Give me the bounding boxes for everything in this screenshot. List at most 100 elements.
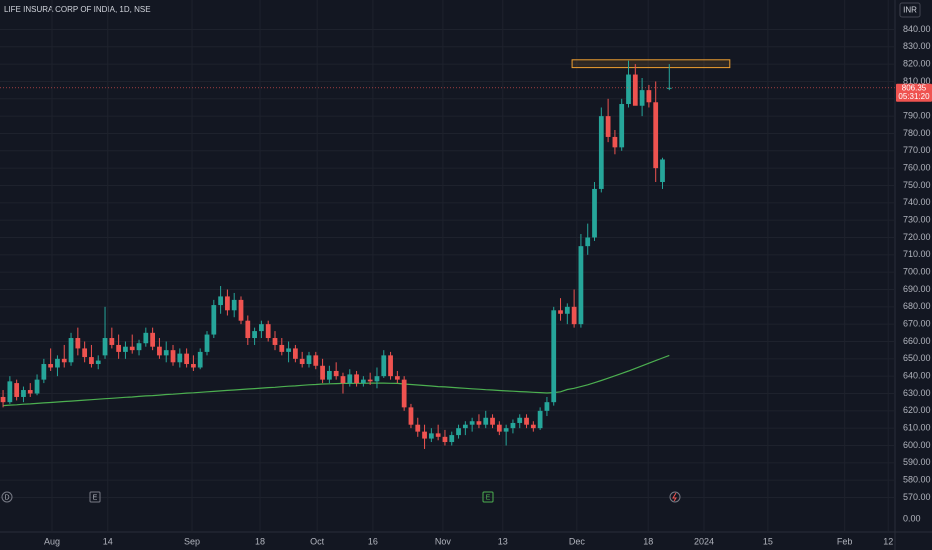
candle-body: [34, 379, 40, 394]
candle-body: [95, 360, 101, 365]
candle-body: [456, 428, 461, 436]
candle-body: [626, 74, 631, 105]
candle-body: [204, 334, 210, 352]
y-tick-label: 720.00: [903, 232, 931, 242]
candle-body: [408, 407, 414, 425]
candle-body: [598, 116, 604, 189]
candle-body: [116, 344, 122, 352]
candle-body: [313, 355, 319, 366]
candle-body: [537, 410, 543, 429]
symbol-title: LIFE INSURA CORP OF INDIA, 1D, NSE: [4, 5, 151, 14]
x-tick-label: Aug: [44, 536, 60, 546]
x-tick-label: 2024: [694, 536, 714, 546]
news-marker[interactable]: [669, 491, 681, 503]
candle-body: [102, 338, 108, 356]
candle-body: [170, 350, 176, 363]
candle-body: [136, 343, 142, 351]
x-tick-label: Oct: [310, 536, 325, 546]
candle-body: [326, 370, 332, 380]
candle-body: [7, 381, 13, 403]
earnings-marker[interactable]: [89, 491, 101, 503]
x-tick-label: 18: [255, 536, 265, 546]
candle-body: [333, 370, 339, 377]
lightning-icon[interactable]: [672, 492, 677, 502]
y-tick-label: 640.00: [903, 371, 931, 381]
x-tick-label: Sep: [184, 536, 200, 546]
y-tick-label: 840.00: [903, 24, 931, 34]
y-tick-label: 580.00: [903, 475, 931, 485]
last-price-label: 806.35: [902, 83, 927, 92]
event-label[interactable]: E: [93, 494, 98, 501]
candle-body: [639, 90, 645, 106]
candle-body: [476, 421, 482, 425]
y-tick-label: 760.00: [903, 163, 931, 173]
candle-body: [129, 346, 135, 351]
y-tick-label: 630.00: [903, 388, 931, 398]
candle-body: [320, 365, 325, 380]
candle-body: [551, 310, 557, 403]
candle-body: [68, 338, 74, 363]
candle-body: [82, 348, 88, 358]
x-tick-label: 18: [643, 536, 653, 546]
candle-body: [571, 306, 577, 325]
candle-body: [632, 74, 638, 106]
candle-body: [367, 379, 373, 382]
candle-body: [585, 237, 591, 247]
y-tick-label: 690.00: [903, 284, 931, 294]
x-tick-label: 12: [883, 536, 893, 546]
candle-body: [394, 376, 400, 380]
candle-body: [490, 417, 495, 425]
candle-body: [21, 390, 26, 397]
event-label[interactable]: D: [4, 494, 9, 501]
candle-body: [211, 305, 217, 335]
x-tick-label: Feb: [837, 536, 853, 546]
candle-body: [231, 299, 237, 311]
dividend-marker[interactable]: [1, 491, 13, 503]
candle-body: [150, 332, 156, 347]
y-tick-label: 700.00: [903, 267, 931, 277]
y-tick-label: 810.00: [903, 76, 931, 86]
candle-body: [544, 402, 550, 411]
candle-body: [163, 350, 169, 356]
x-tick-label: 16: [368, 536, 378, 546]
y-tick-label: 680.00: [903, 301, 931, 311]
countdown-label: 05:31:20: [898, 92, 930, 101]
candle-body: [259, 324, 264, 332]
candle-body: [503, 428, 509, 432]
candle-body: [619, 104, 625, 148]
y-tick-label: 610.00: [903, 423, 931, 433]
candle-body: [61, 358, 67, 363]
candle-body: [517, 417, 523, 423]
candle-body: [496, 424, 502, 432]
y-tick-label: 660.00: [903, 336, 931, 346]
candle-body: [238, 299, 244, 321]
y-tick-label: 570.00: [903, 492, 931, 502]
candle-body: [415, 424, 421, 432]
candle-body: [381, 355, 387, 377]
earnings-marker[interactable]: [482, 491, 494, 503]
currency[interactable]: INR: [903, 6, 917, 15]
event-label[interactable]: E: [486, 494, 491, 501]
candle-body: [558, 310, 563, 314]
candle-body: [41, 364, 47, 380]
currency-box[interactable]: [899, 2, 921, 18]
candle-body: [660, 159, 665, 183]
candle-body: [388, 355, 393, 377]
rectangle-drawing: [571, 59, 731, 69]
candle-body: [449, 435, 455, 443]
candle-body: [191, 364, 196, 368]
y-tick-label: 600.00: [903, 440, 931, 450]
y-tick-label: 620.00: [903, 405, 931, 415]
y-tick-label: 710.00: [903, 249, 931, 259]
y-tick-label: 750.00: [903, 180, 931, 190]
candle-body: [55, 358, 60, 368]
candle-body: [605, 116, 611, 137]
candle-body: [435, 433, 441, 437]
candle-body: [252, 331, 257, 339]
candle-body: [123, 346, 128, 352]
candle-body: [578, 246, 584, 325]
candle-body: [666, 87, 672, 89]
x-tick-label: Dec: [569, 536, 586, 546]
candle-body: [612, 136, 618, 148]
